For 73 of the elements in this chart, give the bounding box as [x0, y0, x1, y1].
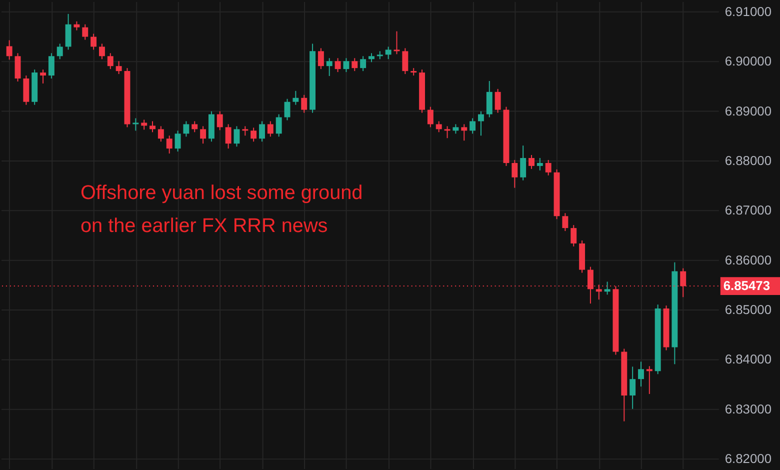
candlestick: [334, 58, 341, 73]
candlestick: [494, 88, 501, 114]
candlestick: [570, 224, 577, 247]
candlestick: [40, 69, 46, 84]
candlestick: [242, 126, 248, 136]
candlestick: [512, 159, 518, 188]
candlestick: [301, 94, 308, 114]
candlestick: [192, 120, 198, 133]
candlestick: [48, 52, 54, 80]
y-tick-label: 6.87000: [724, 202, 772, 218]
candlestick: [326, 58, 332, 77]
candlestick: [98, 43, 105, 60]
y-tick-label: 6.89000: [724, 103, 772, 118]
candlestick: [427, 106, 434, 128]
candlestick: [478, 110, 484, 136]
candlestick: [470, 118, 476, 134]
candlestick: [444, 126, 450, 139]
candlestick: [14, 52, 21, 82]
candlestick: [536, 157, 543, 171]
candlestick: [141, 119, 148, 130]
candlestick: [436, 120, 442, 133]
candlestick: [630, 366, 636, 410]
candlestick: [250, 127, 257, 142]
candlestick: [520, 145, 526, 181]
candlestick: [545, 159, 552, 176]
y-tick-label: 6.86000: [724, 252, 772, 268]
candlestick: [562, 212, 568, 232]
candlestick: [402, 48, 408, 75]
candlestick: [394, 30, 400, 55]
candlestick: [267, 120, 274, 138]
candlestick: [116, 60, 122, 75]
candlestick: [528, 154, 534, 170]
candlestick: [82, 24, 88, 40]
candlestick: [360, 56, 366, 72]
candlestick: [216, 110, 223, 131]
candlestick: [385, 46, 392, 60]
candlestick: [604, 281, 610, 296]
candlestick: [150, 120, 156, 133]
candlestick: [352, 58, 358, 72]
candlestick: [638, 361, 644, 388]
y-tick-label: 6.84000: [724, 352, 772, 367]
y-tick-label: 6.83000: [724, 401, 772, 416]
candlestick: [166, 135, 172, 154]
candlestick: [234, 126, 240, 148]
candlestick: [486, 80, 492, 118]
candlestick: [174, 130, 181, 152]
candlestick: [183, 120, 190, 138]
candlestick: [461, 124, 468, 142]
ref-line-label: 6.85473: [723, 278, 770, 293]
y-tick-label: 6.82000: [724, 451, 772, 466]
y-tick-label: 6.88000: [724, 152, 772, 168]
y-tick-label: 6.90000: [724, 54, 772, 69]
candlestick: [646, 366, 652, 394]
candlestick: [65, 13, 72, 50]
candlestick: [292, 90, 299, 106]
candlestick: [452, 124, 459, 134]
y-tick-label: 6.91000: [724, 4, 772, 19]
candlestick: [6, 40, 12, 60]
candlestick: [225, 124, 232, 150]
candlestick: [200, 126, 206, 144]
candlestick: [284, 98, 290, 121]
candlestick: [90, 33, 97, 50]
candlestick: [276, 114, 282, 138]
candlestick: [259, 120, 265, 142]
candlestick: [107, 52, 114, 70]
candlestick: [318, 48, 324, 70]
candlestick: [343, 58, 350, 73]
candlestick: [56, 43, 63, 60]
y-tick-label: 6.85000: [724, 302, 772, 317]
annotation: Offshore yuan lost some ground on the earlier FX RRR news: [80, 182, 363, 238]
candlestick: [158, 126, 164, 142]
candlestick: [132, 118, 139, 132]
candlestick: [23, 75, 30, 106]
